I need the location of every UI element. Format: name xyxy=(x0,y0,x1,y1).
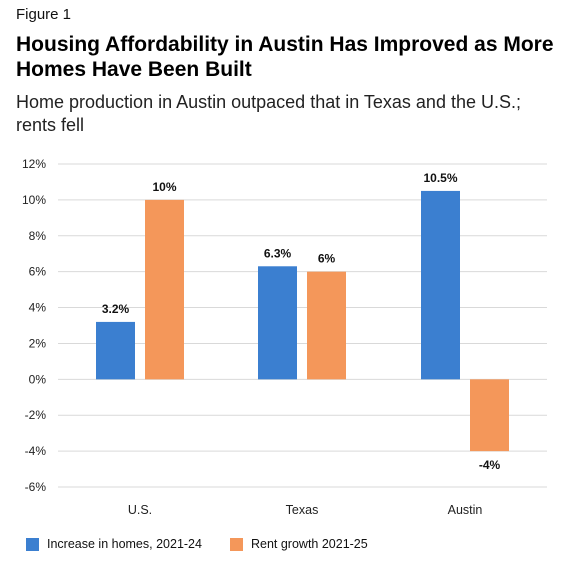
bar-homes xyxy=(96,321,135,380)
legend-label-homes: Increase in homes, 2021-24 xyxy=(47,537,202,551)
y-tick-label: 2% xyxy=(29,336,47,350)
legend: Increase in homes, 2021-24 Rent growth 2… xyxy=(26,537,396,551)
legend-label-rent: Rent growth 2021-25 xyxy=(250,537,368,551)
bar-chart: 12% 10% 8% 6% 4% 2% 0% -2% -4% -6% 3.2% 10% U.S. 6.3%… xyxy=(22,157,547,517)
legend-item-homes: Increase in homes, 2021-24 xyxy=(26,537,202,551)
y-tick-label: 8% xyxy=(29,229,47,243)
data-label: 6.3% xyxy=(264,246,292,260)
chart-subtitle: Home production in Austin outpaced that … xyxy=(16,92,521,135)
y-tick-label: 10% xyxy=(22,193,46,207)
y-tick-label: -4% xyxy=(25,444,47,458)
bar-rent xyxy=(307,271,346,380)
y-tick-label: 4% xyxy=(29,301,47,315)
bar-rent xyxy=(145,199,184,380)
x-tick-label: Texas xyxy=(286,503,319,517)
data-label: 10% xyxy=(152,180,176,194)
legend-swatch-rent xyxy=(229,537,243,551)
y-tick-label: -2% xyxy=(25,408,47,422)
bar-homes xyxy=(258,266,297,380)
y-tick-label: 6% xyxy=(29,265,47,279)
data-label: -4% xyxy=(479,458,501,472)
y-tick-label: 0% xyxy=(29,372,47,386)
chart-title: Housing Affordability in Austin Has Impr… xyxy=(16,33,554,81)
y-tick-label: 12% xyxy=(22,157,46,171)
legend-item-rent: Rent growth 2021-25 xyxy=(229,537,368,551)
data-label: 6% xyxy=(318,252,336,266)
x-tick-label: Austin xyxy=(448,503,483,517)
bar-homes xyxy=(421,190,460,380)
data-label: 3.2% xyxy=(102,302,130,316)
x-tick-label: U.S. xyxy=(128,503,152,517)
y-tick-label: -6% xyxy=(25,480,47,494)
data-label: 10.5% xyxy=(423,171,457,185)
legend-swatch-homes xyxy=(26,537,39,551)
bar-rent xyxy=(470,379,509,452)
figure-label: Figure 1 xyxy=(16,6,72,23)
